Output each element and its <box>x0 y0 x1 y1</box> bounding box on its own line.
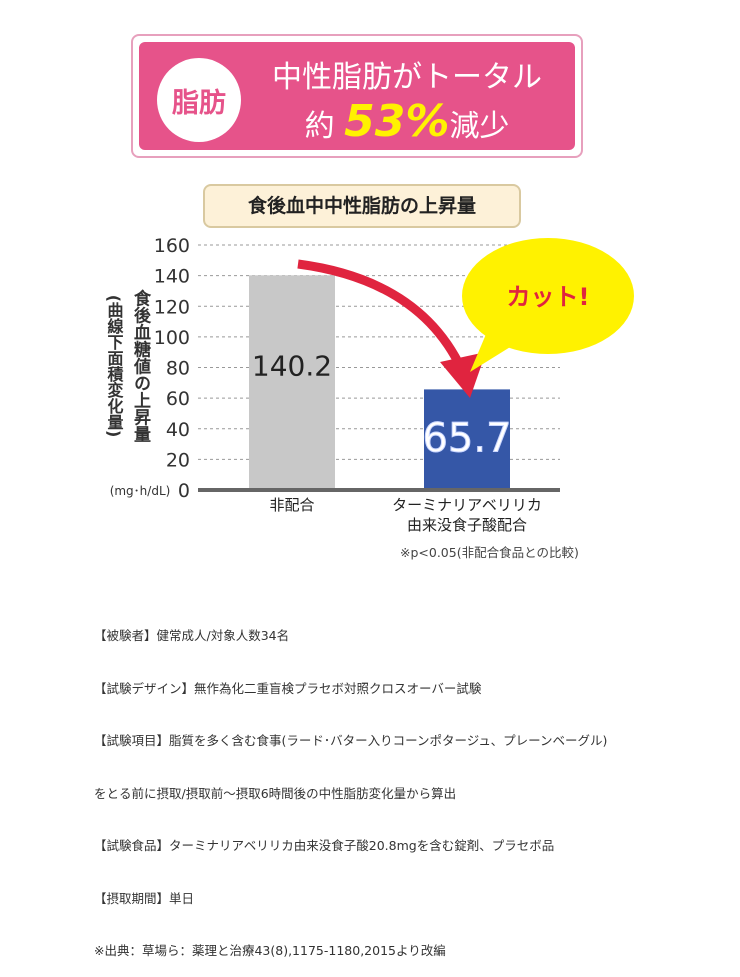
note-line: 【摂取期間】単日 <box>94 890 195 906</box>
study-notes: 【被験者】健常成人/対象人数34名 【試験デザイン】無作為化二重盲検プラセボ対照… <box>94 592 607 977</box>
note-line: 【試験食品】ターミナリアベリリカ由来没食子酸20.8mgを含む錠剤、プラセボ品 <box>94 838 555 853</box>
callout-bubble: カット! <box>462 238 634 372</box>
headline-percent: 53% <box>344 96 450 147</box>
y-axis-subtitle: (曲線下面積変化量) <box>105 295 125 438</box>
cut-arrow <box>297 259 467 372</box>
y-tick-label: 0 <box>178 480 190 502</box>
headline-line1: 中性脂肪がトータル <box>272 60 542 95</box>
y-axis-title: 食後血糖値の上昇量 <box>130 288 152 442</box>
y-tick-label: 60 <box>166 388 190 410</box>
y-tick-label: 80 <box>166 358 190 380</box>
y-tick-label: 100 <box>154 327 190 349</box>
y-tick-label: 140 <box>154 266 190 288</box>
data-label: 65.7 <box>422 415 511 461</box>
y-tick-label: 160 <box>154 235 190 257</box>
banner-fill: 脂肪 中性脂肪がトータル 約 53%減少 <box>139 42 575 150</box>
note-line: 【試験デザイン】無作為化二重盲検プラセボ対照クロスオーバー試験 <box>94 680 482 696</box>
badge: 脂肪 <box>157 58 241 142</box>
note-line: をとる前に摂取/摂取前～摂取6時間後の中性脂肪変化量から算出 <box>94 785 457 801</box>
note-line: 【試験項目】脂質を多く含む食事(ラード･バター入りコーンポタージュ、プレーンベー… <box>94 733 608 748</box>
y-tick-label: 40 <box>166 419 190 441</box>
significance-note: ※p<0.05(非配合食品との比較) <box>400 545 579 560</box>
bar <box>249 275 335 490</box>
y-axis-unit: (mg･h/dL) <box>110 484 171 498</box>
note-line: 【被験者】健常成人/対象人数34名 <box>94 628 290 643</box>
note-line: ※出典：草場ら：薬理と治療43(8),1175-1180,2015より改編 <box>94 943 446 958</box>
bar <box>424 389 510 490</box>
callout-text: カット! <box>507 283 590 311</box>
y-tick-label: 120 <box>154 296 190 318</box>
y-tick-label: 20 <box>166 449 190 471</box>
bar-chart: 食後血糖値の上昇量 (曲線下面積変化量) (mg･h/dL) 0 20 40 60 80… <box>105 235 634 534</box>
chart-title: 食後血中中性脂肪の上昇量 <box>203 184 521 228</box>
data-label: 140.2 <box>252 349 332 382</box>
headline-line2: 約 53%減少 <box>257 96 557 147</box>
x-tick-label: 由来没食子酸配合 <box>407 516 527 534</box>
headline-suffix: 減少 <box>449 109 510 144</box>
headline-prefix: 約 <box>304 109 335 144</box>
x-tick-label: 非配合 <box>269 496 314 514</box>
x-tick-label: ターミナリアベリリカ <box>392 496 542 514</box>
headline-banner: 脂肪 中性脂肪がトータル 約 53%減少 <box>131 34 583 158</box>
